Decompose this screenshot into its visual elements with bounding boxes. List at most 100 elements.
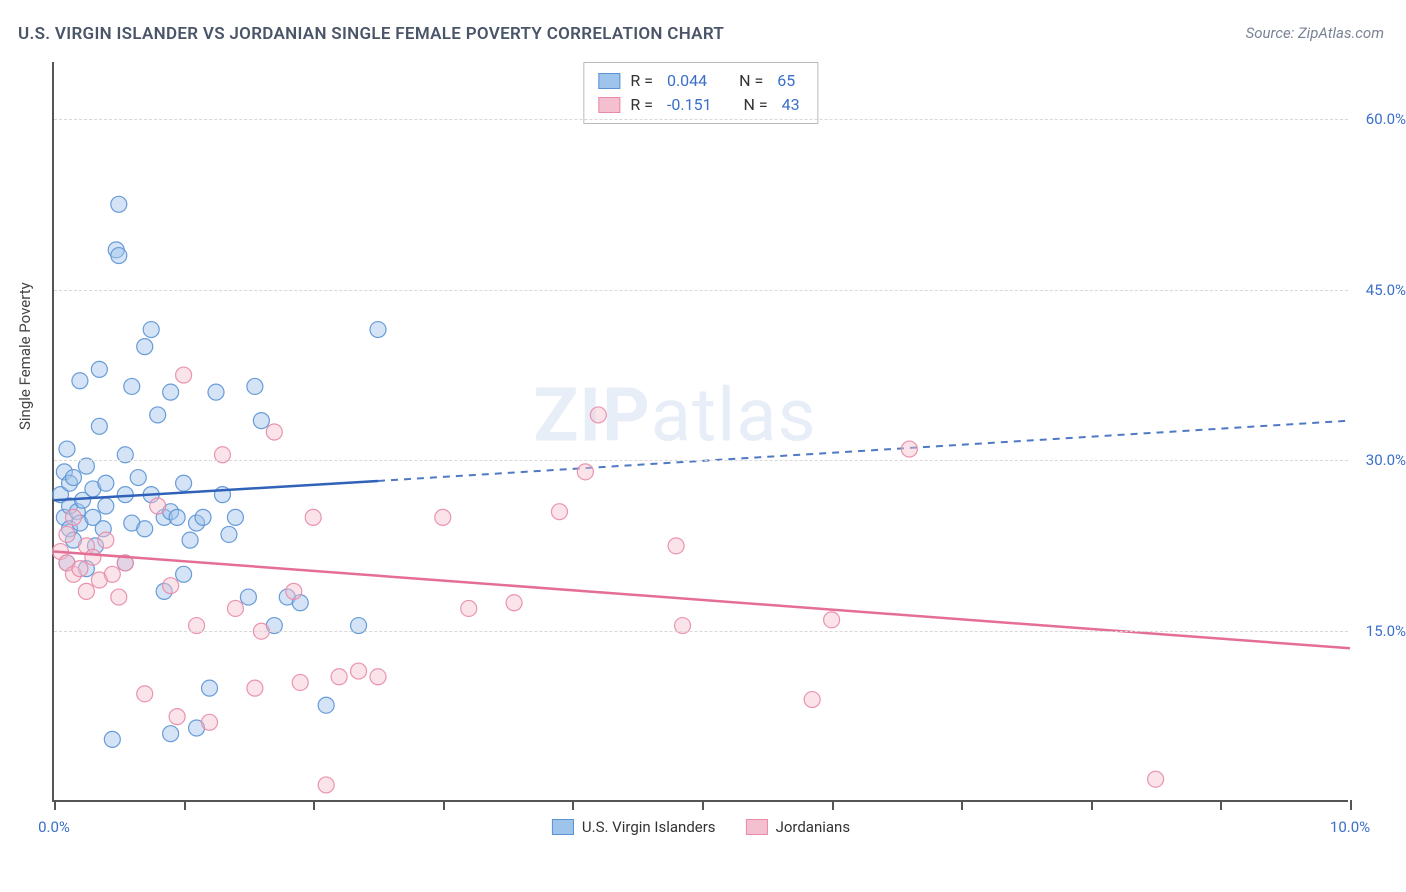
data-point — [901, 441, 917, 457]
y-tick-label: 15.0% — [1366, 622, 1406, 640]
data-point — [506, 595, 522, 611]
x-tick — [313, 800, 315, 810]
data-point — [104, 566, 120, 582]
x-tick — [1091, 800, 1093, 810]
legend-stats-row-1: R = 0.044 N = 65 — [598, 69, 803, 93]
data-point — [163, 578, 179, 594]
x-tick — [443, 800, 445, 810]
data-point — [370, 669, 386, 685]
data-point — [208, 384, 224, 400]
data-point — [59, 441, 75, 457]
data-point — [78, 583, 94, 599]
data-point — [72, 561, 88, 577]
legend-series-label-2: Jordanians — [776, 818, 851, 836]
x-tick — [1350, 800, 1352, 810]
data-point — [137, 521, 153, 537]
data-point — [292, 674, 308, 690]
plot-area: ZIPatlas R = 0.044 N = 65 R = -0.151 N =… — [52, 62, 1348, 802]
data-point — [98, 498, 114, 514]
data-point — [176, 566, 192, 582]
data-point — [176, 475, 192, 491]
gridline — [54, 631, 1348, 632]
data-point — [318, 777, 334, 793]
data-point — [104, 731, 120, 747]
data-point — [98, 532, 114, 548]
legend-series-item-1: U.S. Virgin Islanders — [552, 818, 716, 836]
data-point — [111, 248, 127, 264]
x-tick-label: 0.0% — [38, 818, 70, 836]
legend-stats-row-2: R = -0.151 N = 43 — [598, 93, 803, 117]
data-point — [247, 378, 263, 394]
data-point — [169, 509, 185, 525]
x-tick — [961, 800, 963, 810]
legend-series-label-1: U.S. Virgin Islanders — [582, 818, 716, 836]
data-point — [824, 612, 840, 628]
data-point — [370, 322, 386, 338]
data-point — [163, 384, 179, 400]
x-tick — [832, 800, 834, 810]
data-point — [137, 686, 153, 702]
data-point — [435, 509, 451, 525]
data-point — [98, 475, 114, 491]
y-tick-label: 30.0% — [1366, 451, 1406, 469]
x-tick — [572, 800, 574, 810]
chart-container: U.S. VIRGIN ISLANDER VS JORDANIAN SINGLE… — [0, 0, 1406, 892]
chart-title: U.S. VIRGIN ISLANDER VS JORDANIAN SINGLE… — [18, 24, 724, 44]
data-point — [351, 663, 367, 679]
data-point — [305, 509, 321, 525]
x-tick — [702, 800, 704, 810]
data-point — [240, 589, 256, 605]
data-point — [331, 669, 347, 685]
data-point — [72, 373, 88, 389]
x-tick — [1220, 800, 1222, 810]
data-point — [169, 709, 185, 725]
regression-line-dashed — [378, 421, 1350, 481]
data-point — [318, 697, 334, 713]
scatter-svg — [54, 62, 1348, 800]
data-point — [85, 549, 101, 565]
data-point — [461, 600, 477, 616]
data-point — [577, 464, 593, 480]
legend-swatch-series-1 — [552, 819, 574, 835]
data-point — [91, 418, 107, 434]
data-point — [182, 532, 198, 548]
data-point — [286, 583, 302, 599]
data-point — [65, 509, 81, 525]
data-point — [137, 339, 153, 355]
y-axis-label: Single Female Poverty — [16, 282, 34, 430]
data-point — [176, 367, 192, 383]
gridline — [54, 460, 1348, 461]
legend-swatch-1 — [598, 73, 620, 89]
gridline — [54, 290, 1348, 291]
y-tick-label: 60.0% — [1366, 110, 1406, 128]
legend-series: U.S. Virgin Islanders Jordanians — [552, 818, 850, 836]
gridline — [54, 119, 1348, 120]
data-point — [668, 538, 684, 554]
data-point — [124, 378, 140, 394]
data-point — [227, 600, 243, 616]
data-point — [221, 526, 237, 542]
data-point — [202, 680, 218, 696]
data-point — [130, 470, 146, 486]
data-point — [195, 509, 211, 525]
data-point — [163, 726, 179, 742]
y-tick-label: 45.0% — [1366, 281, 1406, 299]
data-point — [59, 526, 75, 542]
data-point — [551, 504, 567, 520]
legend-stats: R = 0.044 N = 65 R = -0.151 N = 43 — [583, 62, 818, 124]
data-point — [804, 692, 820, 708]
source-attribution: Source: ZipAtlas.com — [1246, 24, 1384, 42]
legend-swatch-series-2 — [746, 819, 768, 835]
x-tick — [184, 800, 186, 810]
data-point — [65, 470, 81, 486]
data-point — [150, 407, 166, 423]
data-point — [253, 413, 269, 429]
data-point — [247, 680, 263, 696]
data-point — [143, 322, 159, 338]
data-point — [111, 196, 127, 212]
data-point — [202, 714, 218, 730]
data-point — [266, 424, 282, 440]
x-tick-label: 10.0% — [1330, 818, 1370, 836]
data-point — [227, 509, 243, 525]
x-tick — [54, 800, 56, 810]
